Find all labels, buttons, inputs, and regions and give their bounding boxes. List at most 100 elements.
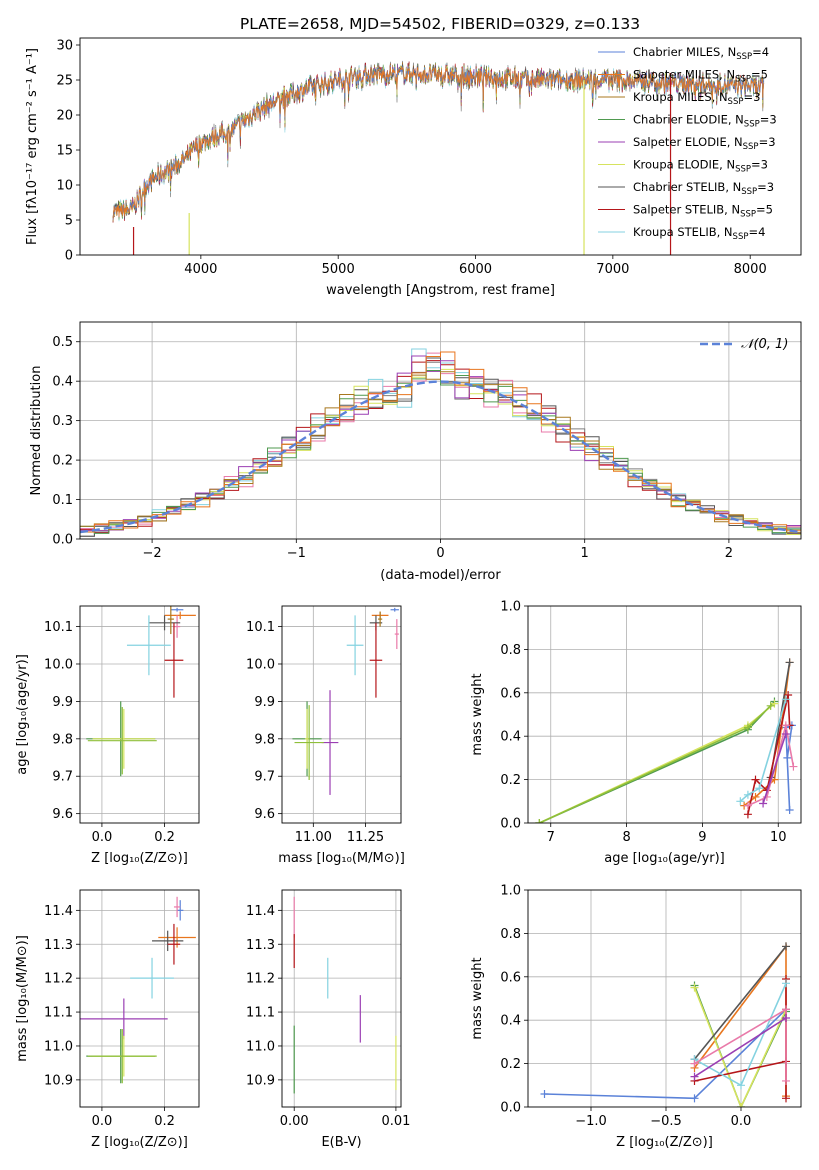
spectrum-line	[112, 66, 765, 218]
x-tick-label: −0.5	[650, 1114, 682, 1129]
error-point	[87, 1029, 157, 1084]
error-point	[346, 615, 364, 676]
mass-vs-Z-axes: 0.0 0.2 10.9 11.0 11.1 11.2 11.3 11.4 Z [log₁₀(Z…	[15, 889, 200, 1150]
legend-entry: Kroupa MILES, NSSP=3	[633, 90, 760, 107]
weight-series-line	[694, 1017, 787, 1078]
axes-frame	[79, 889, 200, 1108]
y-tick-label: 20	[56, 109, 73, 124]
legend-entry: 𝒩(0, 1)	[741, 337, 788, 352]
y-tick-label: 9.6	[52, 807, 73, 822]
error-point	[173, 615, 181, 638]
spectrum-title: PLATE=2658, MJD=54502, FIBERID=0329, z=0…	[240, 15, 640, 33]
axes-frame	[281, 605, 402, 824]
error-point	[148, 615, 181, 631]
weight-vs-Z-plot-area	[528, 890, 801, 1107]
legend-entry: Chabrier MILES, NSSP=4	[633, 45, 769, 62]
y-axis-label: mass [log₁₀(M/M⊙)]	[15, 935, 30, 1062]
error-point	[394, 619, 399, 650]
error-point	[170, 607, 184, 612]
x-tick-label: 7000	[596, 262, 629, 277]
legend-entry: Salpeter MILES, NSSP=5	[633, 68, 768, 85]
weight-marker	[535, 819, 544, 823]
y-tick-label: 0.8	[500, 643, 521, 658]
weight-marker	[781, 721, 790, 730]
weight-marker	[785, 658, 794, 667]
y-tick-label: 11.1	[246, 1006, 275, 1021]
y-tick-label: 11.4	[44, 904, 73, 919]
y-tick-label: 11.0	[44, 1039, 73, 1054]
x-tick-label: 0.2	[154, 1114, 175, 1129]
weight-series-line	[539, 702, 776, 823]
legend-entry: Chabrier ELODIE, NSSP=3	[633, 113, 777, 130]
y-tick-label: 10.0	[44, 657, 73, 672]
y-tick-label: 0.4	[500, 730, 521, 745]
y-tick-label: 0.0	[500, 1101, 521, 1116]
y-tick-label: 9.8	[52, 732, 73, 747]
error-point	[167, 923, 181, 965]
weight-marker	[784, 690, 793, 699]
y-axis-label: Normed distribution	[29, 366, 44, 496]
age-vs-mass-axes: 11.00 11.25 9.6 9.7 9.8 9.9 10.0 10.1 mass [log₁…	[246, 605, 405, 866]
mass-vs-ebv-axes: 0.00 0.01 10.9 11.0 11.1 11.2 11.3 11.4 E(B-V)	[246, 889, 410, 1150]
x-tick-label: 10	[770, 830, 787, 845]
error-point	[390, 607, 399, 612]
axes-frame	[527, 605, 802, 824]
x-axis-label: age [log₁₀(age/yr)]	[604, 851, 725, 866]
legend-entry: Kroupa ELODIE, NSSP=3	[633, 158, 768, 175]
error-point	[164, 611, 196, 620]
normal-reference-curve	[80, 380, 801, 534]
y-tick-label: 11.0	[246, 1039, 275, 1054]
weight-marker	[540, 1089, 549, 1098]
error-point	[177, 900, 184, 921]
error-point	[80, 998, 168, 1040]
panels: 4000 5000 6000 7000 8000051015202530waveleng…	[15, 37, 802, 1150]
y-tick-label: 9.7	[254, 770, 275, 785]
y-tick-label: 9.7	[52, 770, 73, 785]
error-point	[152, 930, 184, 952]
x-axis-label: mass [log₁₀(M/M⊙)]	[278, 851, 405, 866]
residuals-axes: −2 −1 0 1 2 0.0 0.1 0.2 0.3 0.4 0.5 (data-model)/er…	[29, 321, 802, 583]
y-tick-label: 10.1	[44, 620, 73, 635]
y-axis-label: mass weight	[470, 673, 485, 755]
weight-series-line	[694, 982, 787, 1087]
y-tick-label: 0.6	[500, 970, 521, 985]
weight-marker	[690, 1059, 699, 1068]
x-tick-label: 11.25	[347, 830, 384, 845]
x-tick-label: 0	[436, 546, 444, 561]
weight-marker	[690, 1094, 699, 1103]
y-tick-label: 9.9	[254, 695, 275, 710]
weight-marker	[690, 1072, 699, 1081]
y-tick-label: 0.4	[52, 375, 73, 390]
x-axis-label: Z [log₁₀(Z/Z⊙)]	[91, 851, 188, 866]
error-point	[369, 622, 383, 698]
weight-marker	[737, 1081, 745, 1090]
weight-series-line	[693, 945, 787, 1060]
weight-vs-Z-axes: −1.0 −0.5 0.0 0.0 0.2 0.4 0.6 0.8 1.0 Z [log₁₀(Z/…	[470, 884, 802, 1150]
weight-marker	[782, 1094, 790, 1103]
axes-frame	[527, 889, 802, 1108]
y-tick-label: 5	[65, 214, 73, 229]
y-tick-label: 0.5	[52, 335, 73, 350]
error-point	[321, 690, 339, 795]
y-tick-label: 10.9	[44, 1073, 73, 1088]
y-tick-label: 0.2	[52, 454, 73, 469]
y-tick-label: 1.0	[500, 600, 521, 615]
x-tick-label: 2	[725, 546, 733, 561]
weight-vs-age-axes: 7 8 9 10 0.0 0.2 0.4 0.6 0.8 1.0 age [log₁₀(age/yr…	[470, 600, 802, 866]
x-axis-label: Z [log₁₀(Z/Z⊙)]	[616, 1135, 713, 1150]
y-tick-label: 0.0	[52, 533, 73, 548]
error-point	[164, 622, 184, 698]
age-vs-Z-plot-area	[80, 606, 199, 823]
x-axis-label: Z [log₁₀(Z/Z⊙)]	[91, 1135, 188, 1150]
weight-marker	[782, 942, 790, 951]
x-tick-label: 0.0	[731, 1114, 752, 1129]
x-tick-label: −1.0	[575, 1114, 607, 1129]
weight-marker	[782, 1005, 790, 1014]
weight-marker	[755, 784, 764, 793]
x-tick-label: 5000	[322, 262, 355, 277]
y-tick-label: 9.8	[254, 732, 275, 747]
x-tick-label: −2	[143, 546, 162, 561]
x-tick-label: 6000	[459, 262, 492, 277]
axes-frame	[79, 321, 802, 540]
